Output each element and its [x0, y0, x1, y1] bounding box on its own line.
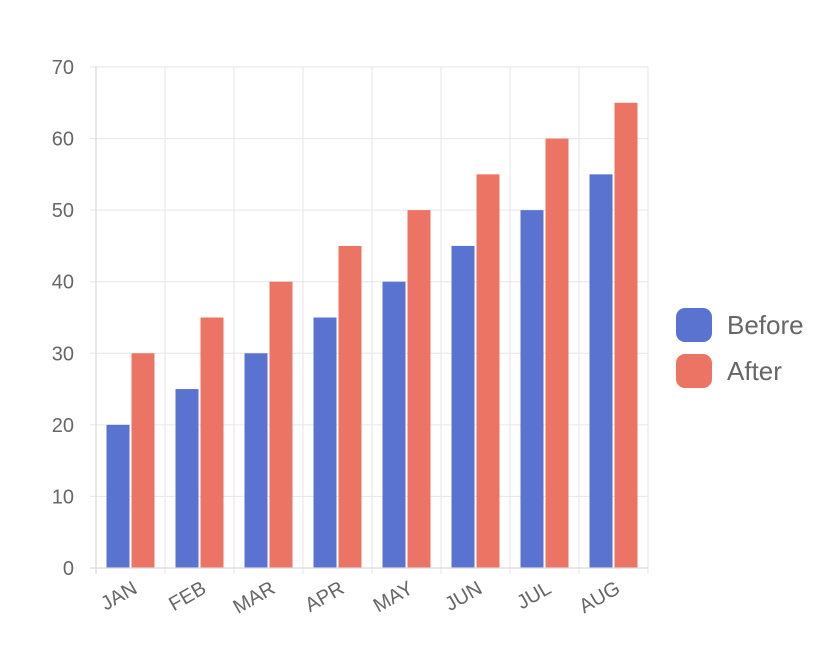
legend-swatch-before — [676, 308, 712, 342]
y-tick-label: 70 — [52, 57, 74, 79]
bar-after-mar — [269, 281, 293, 568]
bar-after-jan — [131, 353, 155, 568]
bar-after-may — [407, 210, 431, 568]
legend: Before After — [676, 308, 804, 388]
x-tick-label: JAN — [97, 577, 141, 615]
bar-after-apr — [338, 245, 362, 568]
bar-before-apr — [313, 317, 337, 568]
y-tick-label: 60 — [52, 129, 74, 151]
bar-before-feb — [175, 389, 199, 568]
y-tick-label: 50 — [52, 200, 74, 222]
y-tick-label: 20 — [52, 415, 74, 437]
bar-before-jul — [520, 210, 544, 568]
bars — [106, 102, 638, 569]
x-tick-label: MAY — [370, 577, 417, 617]
bar-after-aug — [614, 102, 638, 569]
bar-before-may — [382, 281, 406, 568]
x-tick-label: APR — [301, 577, 348, 617]
y-tick-label: 10 — [52, 486, 74, 508]
bar-before-mar — [244, 353, 268, 568]
legend-swatch-after — [676, 354, 712, 388]
y-tick-label: 0 — [63, 558, 74, 580]
y-tick-label: 30 — [52, 343, 74, 365]
x-tick-label: AUG — [575, 577, 624, 618]
bar-after-feb — [200, 317, 224, 568]
x-tick-label: MAR — [230, 577, 279, 618]
bar-after-jun — [476, 174, 500, 568]
bar-after-jul — [545, 138, 569, 569]
x-tick-label: FEB — [165, 577, 210, 616]
bar-before-jun — [451, 245, 475, 568]
legend-label-before: Before — [727, 310, 804, 340]
bar-before-aug — [589, 174, 613, 568]
x-tick-label: JUN — [441, 577, 486, 615]
bar-before-jan — [106, 424, 130, 568]
grid — [90, 66, 649, 574]
y-tick-label: 40 — [52, 272, 74, 294]
x-tick-label: JUL — [513, 577, 555, 614]
legend-label-after: After — [727, 356, 782, 386]
